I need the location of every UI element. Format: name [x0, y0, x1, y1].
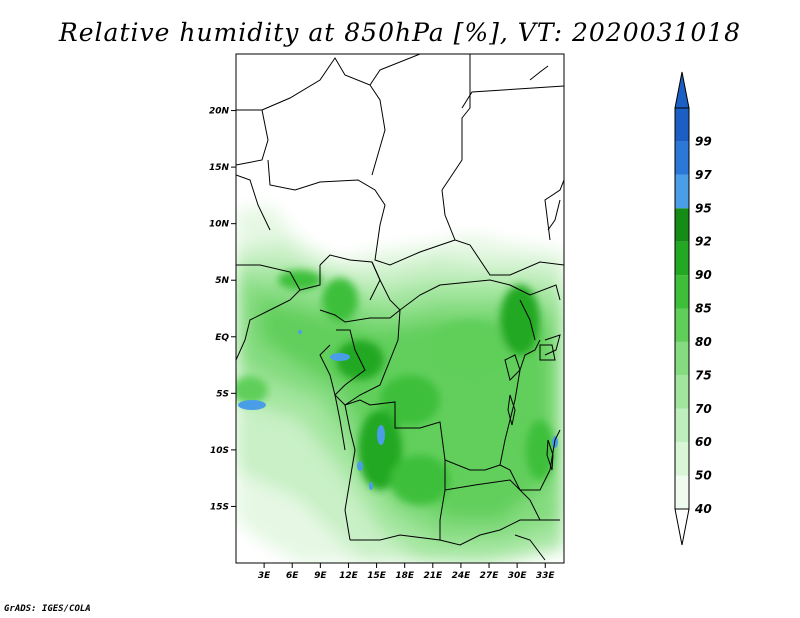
colorbar-label: 92: [695, 235, 712, 249]
lat-tick-label: 20N: [209, 107, 230, 117]
lat-tick-label: 15N: [209, 163, 230, 173]
colorbar-swatch: [675, 208, 689, 242]
lat-tick-label: 10S: [210, 446, 229, 456]
colorbar-label: 60: [695, 435, 712, 449]
colorbar-label: 75: [695, 368, 712, 382]
colorbar-label: 90: [695, 268, 712, 282]
colorbar-swatch: [675, 241, 689, 276]
map-frame: [235, 53, 565, 564]
lon-tick-label: 21E: [423, 571, 443, 581]
colorbar-swatch: [675, 442, 689, 476]
lat-tick-label: EQ: [215, 333, 229, 343]
colorbar-swatch: [675, 174, 689, 209]
colorbar-label: 97: [695, 168, 712, 182]
lat-tick-label: 5S: [216, 389, 229, 399]
lon-tick-label: 30E: [508, 571, 528, 581]
colorbar-swatch: [675, 341, 689, 376]
colorbar-swatch: [675, 375, 689, 409]
lon-tick-label: 27E: [480, 571, 500, 581]
country-borders: [236, 54, 564, 561]
colorbar-label: 40: [694, 502, 712, 516]
lon-tick-label: 15E: [367, 571, 387, 581]
colorbar-frame: [674, 107, 690, 510]
colorbar-swatch: [675, 275, 689, 309]
lon-tick-label: 24E: [452, 571, 472, 581]
lon-tick-label: 18E: [395, 571, 415, 581]
lon-tick-label: 6E: [286, 571, 299, 581]
colorbar-swatch: [675, 108, 689, 142]
colorbar: 40 50 60 70 75 80 85 90 92 95 97 99: [674, 71, 712, 546]
footer-credit: GrADS: IGES/COLA: [4, 604, 91, 614]
colorbar-swatch: [675, 475, 689, 509]
lat-tick-label: 15S: [210, 502, 229, 512]
colorbar-swatch: [675, 308, 689, 342]
lon-tick-label: 12E: [339, 571, 359, 581]
map-title: Relative humidity at 850hPa [%], VT: 202…: [58, 18, 742, 47]
lon-tick-label: 3E: [258, 571, 271, 581]
colorbar-label: 99: [695, 134, 712, 148]
colorbar-label: 95: [695, 201, 712, 215]
colorbar-label: 50: [695, 469, 712, 483]
colorbar-label: 80: [695, 335, 712, 349]
colorbar-under-arrow: [674, 508, 690, 546]
colorbar-label: 70: [695, 402, 712, 416]
latitude-axis: 20N 15N 10N 5N EQ 5S 10S 15S: [209, 107, 236, 512]
colorbar-over-arrow: [674, 71, 690, 109]
longitude-axis: 3E 6E 9E 12E 15E 18E 21E 24E 27E 30E 33E: [258, 563, 556, 581]
lon-tick-label: 33E: [536, 571, 556, 581]
colorbar-swatch: [675, 141, 689, 175]
humidity-field: [236, 54, 564, 563]
lat-tick-label: 5N: [215, 276, 229, 286]
lat-tick-label: 10N: [209, 220, 230, 230]
lon-tick-label: 9E: [314, 571, 327, 581]
colorbar-label: 85: [695, 302, 712, 316]
colorbar-swatch: [675, 408, 689, 443]
